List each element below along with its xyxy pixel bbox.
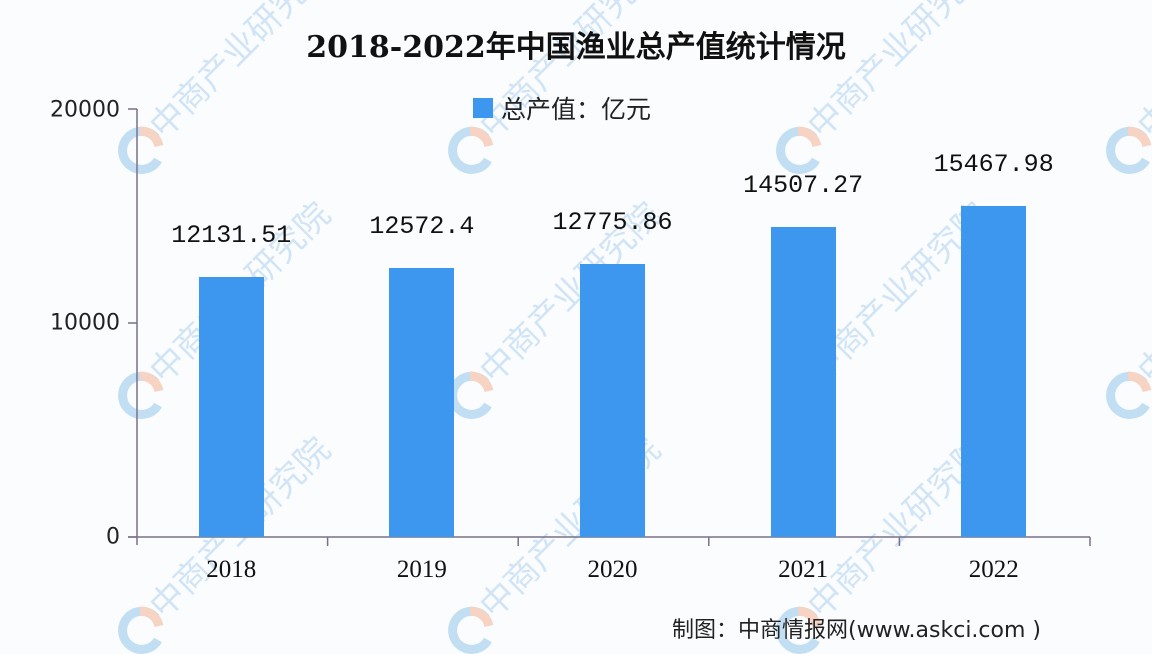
askci-logo-icon [448,606,494,654]
askci-logo-icon [776,606,822,654]
legend-label: 总产值：亿元 [501,95,652,124]
askci-logo-icon [1106,126,1152,174]
y-tick-label: 0 [106,524,120,550]
chart-title: 2018-2022年中国渔业总产值统计情况 [306,30,846,65]
bar-value-label: 12131.51 [171,221,292,251]
askci-logo-icon [776,126,822,174]
x-tick-label: 2022 [968,556,1019,583]
source-credit: 制图：中商情报网(www.askci.com ) [672,618,1041,643]
legend-swatch-icon [473,98,493,118]
y-tick-label: 20000 [50,97,120,123]
bar-value-label: 14507.27 [743,170,864,200]
bar-value-label: 12775.86 [552,207,673,237]
bar-value-label: 12572.4 [369,211,475,241]
x-tick-label: 2019 [396,556,447,583]
bar-value-label: 15467.98 [933,149,1054,179]
x-tick-label: 2021 [778,556,829,583]
bar-2022 [961,205,1027,537]
x-tick-label: 2020 [587,556,638,583]
askci-logo-icon [1106,371,1152,419]
askci-logo-icon [448,126,494,174]
legend: 总产值：亿元 [473,90,651,126]
askci-logo-icon [118,371,164,419]
bar-2019 [389,267,455,537]
bar-2020 [580,263,645,537]
askci-logo-icon [118,606,164,654]
y-tick-label: 10000 [50,310,120,336]
bar-2021 [770,226,836,537]
bar-2018 [198,277,264,537]
askci-logo-icon [118,126,164,174]
x-tick-label: 2018 [206,556,257,583]
